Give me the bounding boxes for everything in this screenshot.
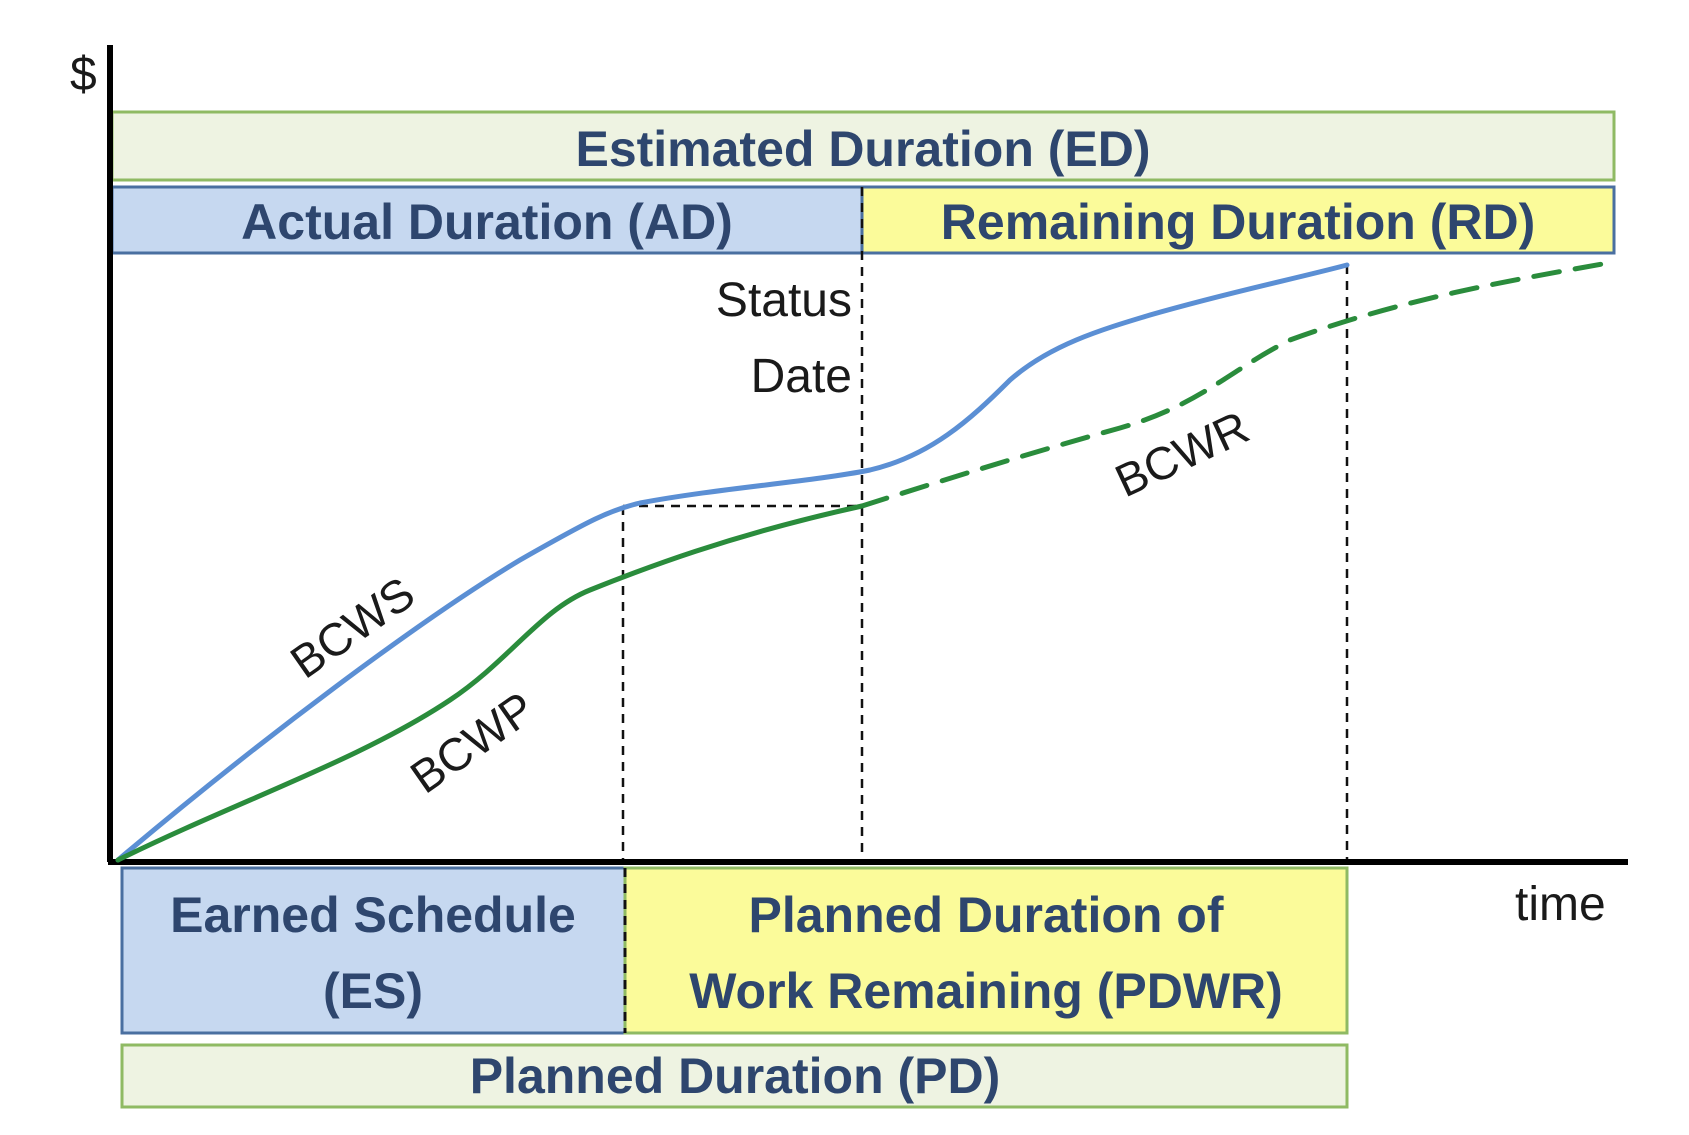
bcwr-curve: [859, 259, 1617, 509]
bcws-curve: [115, 262, 1350, 863]
remaining-duration-band: [860, 185, 1616, 255]
x-axis-label: time: [1515, 878, 1606, 931]
curves: [115, 259, 1617, 863]
planned-duration-band: [120, 1043, 1349, 1109]
bcwr-label: BCWR: [1107, 401, 1256, 508]
bottom-bands: Earned Schedule (ES) Planned Duration of…: [120, 866, 1349, 1109]
status-date-label-line1: Status: [716, 274, 852, 327]
status-date-label-line2: Date: [751, 350, 852, 403]
reference-lines: [621, 187, 1349, 862]
earned-schedule-band: [120, 866, 627, 1035]
estimated-duration-label: Estimated Duration (ED): [575, 121, 1150, 177]
earned-schedule-label-line2: (ES): [323, 963, 423, 1019]
remaining-duration-label: Remaining Duration (RD): [941, 194, 1535, 250]
actual-duration-label: Actual Duration (AD): [241, 194, 733, 250]
bcwp-curve: [115, 503, 865, 863]
estimated-duration-band: [110, 110, 1616, 182]
pdwr-label-line1: Planned Duration of: [749, 887, 1224, 943]
curve-labels: BCWS BCWP BCWR: [281, 401, 1257, 804]
earned-schedule-label-line1: Earned Schedule: [170, 887, 576, 943]
status-date-label: Status Date: [716, 274, 852, 403]
pdwr-band: [623, 866, 1349, 1035]
actual-duration-band: [110, 185, 864, 255]
planned-duration-label: Planned Duration (PD): [470, 1048, 1001, 1104]
axes: $ time: [70, 45, 1628, 931]
top-bands: Estimated Duration (ED) Actual Duration …: [110, 110, 1616, 255]
y-axis-label: $: [70, 48, 97, 101]
bcwp-label: BCWP: [401, 681, 544, 803]
bcws-label: BCWS: [281, 566, 424, 688]
pdwr-label-line2: Work Remaining (PDWR): [689, 963, 1283, 1019]
